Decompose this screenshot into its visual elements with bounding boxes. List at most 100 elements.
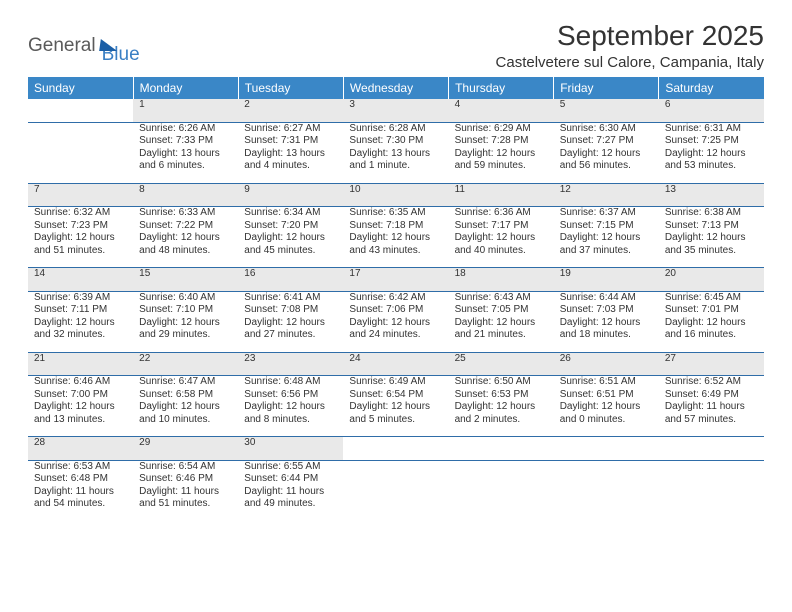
sunrise-text: Sunrise: 6:43 AM xyxy=(455,292,548,305)
day-number: 4 xyxy=(449,99,554,122)
day-number: 26 xyxy=(554,352,659,376)
day-number xyxy=(554,437,659,461)
sunset-text: Sunset: 6:44 PM xyxy=(244,473,337,486)
detail-row: Sunrise: 6:46 AMSunset: 7:00 PMDaylight:… xyxy=(28,376,764,437)
sunset-text: Sunset: 7:28 PM xyxy=(455,135,548,148)
calendar-body: 123456Sunrise: 6:26 AMSunset: 7:33 PMDay… xyxy=(28,99,764,521)
day-cell: Sunrise: 6:26 AMSunset: 7:33 PMDaylight:… xyxy=(133,122,238,183)
detail-row: Sunrise: 6:53 AMSunset: 6:48 PMDaylight:… xyxy=(28,460,764,521)
daylight-text: Daylight: 12 hours and 21 minutes. xyxy=(455,317,548,342)
day-number xyxy=(343,437,448,461)
day-number: 24 xyxy=(343,352,448,376)
sunset-text: Sunset: 7:33 PM xyxy=(139,135,232,148)
daynum-row: 123456 xyxy=(28,99,764,122)
page-title: September 2025 xyxy=(496,20,764,52)
daylight-text: Daylight: 12 hours and 37 minutes. xyxy=(560,232,653,257)
sunrise-text: Sunrise: 6:36 AM xyxy=(455,207,548,220)
day-number: 22 xyxy=(133,352,238,376)
day-number: 12 xyxy=(554,183,659,207)
sunset-text: Sunset: 7:03 PM xyxy=(560,304,653,317)
sunset-text: Sunset: 6:53 PM xyxy=(455,389,548,402)
brand-logo: General Blue xyxy=(28,20,140,66)
sunrise-text: Sunrise: 6:35 AM xyxy=(349,207,442,220)
detail-row: Sunrise: 6:26 AMSunset: 7:33 PMDaylight:… xyxy=(28,122,764,183)
day-cell: Sunrise: 6:51 AMSunset: 6:51 PMDaylight:… xyxy=(554,376,659,437)
daylight-text: Daylight: 12 hours and 59 minutes. xyxy=(455,148,548,173)
sunset-text: Sunset: 7:31 PM xyxy=(244,135,337,148)
day-number: 1 xyxy=(133,99,238,122)
day-number: 21 xyxy=(28,352,133,376)
sunrise-text: Sunrise: 6:40 AM xyxy=(139,292,232,305)
sunset-text: Sunset: 6:54 PM xyxy=(349,389,442,402)
day-number: 17 xyxy=(343,268,448,292)
sunrise-text: Sunrise: 6:49 AM xyxy=(349,376,442,389)
day-cell: Sunrise: 6:32 AMSunset: 7:23 PMDaylight:… xyxy=(28,207,133,268)
day-cell xyxy=(28,122,133,183)
sunset-text: Sunset: 7:05 PM xyxy=(455,304,548,317)
col-monday: Monday xyxy=(133,77,238,99)
day-number: 10 xyxy=(343,183,448,207)
sunset-text: Sunset: 7:08 PM xyxy=(244,304,337,317)
day-number: 29 xyxy=(133,437,238,461)
header: General Blue September 2025 Castelvetere… xyxy=(28,20,764,71)
day-cell: Sunrise: 6:38 AMSunset: 7:13 PMDaylight:… xyxy=(659,207,764,268)
col-tuesday: Tuesday xyxy=(238,77,343,99)
title-block: September 2025 Castelvetere sul Calore, … xyxy=(496,20,764,71)
day-cell: Sunrise: 6:34 AMSunset: 7:20 PMDaylight:… xyxy=(238,207,343,268)
day-cell: Sunrise: 6:41 AMSunset: 7:08 PMDaylight:… xyxy=(238,291,343,352)
calendar-table: Sunday Monday Tuesday Wednesday Thursday… xyxy=(28,77,764,521)
sunset-text: Sunset: 7:18 PM xyxy=(349,220,442,233)
daylight-text: Daylight: 12 hours and 5 minutes. xyxy=(349,401,442,426)
sunset-text: Sunset: 7:13 PM xyxy=(665,220,758,233)
daynum-row: 282930 xyxy=(28,437,764,461)
sunrise-text: Sunrise: 6:47 AM xyxy=(139,376,232,389)
sunset-text: Sunset: 7:25 PM xyxy=(665,135,758,148)
sunrise-text: Sunrise: 6:29 AM xyxy=(455,123,548,136)
day-cell: Sunrise: 6:33 AMSunset: 7:22 PMDaylight:… xyxy=(133,207,238,268)
sunrise-text: Sunrise: 6:53 AM xyxy=(34,461,127,474)
page-subtitle: Castelvetere sul Calore, Campania, Italy xyxy=(496,54,764,71)
day-number: 20 xyxy=(659,268,764,292)
sunrise-text: Sunrise: 6:30 AM xyxy=(560,123,653,136)
weekday-header-row: Sunday Monday Tuesday Wednesday Thursday… xyxy=(28,77,764,99)
day-number: 5 xyxy=(554,99,659,122)
daynum-row: 14151617181920 xyxy=(28,268,764,292)
sunrise-text: Sunrise: 6:42 AM xyxy=(349,292,442,305)
daynum-row: 78910111213 xyxy=(28,183,764,207)
sunrise-text: Sunrise: 6:27 AM xyxy=(244,123,337,136)
day-cell: Sunrise: 6:48 AMSunset: 6:56 PMDaylight:… xyxy=(238,376,343,437)
day-number: 13 xyxy=(659,183,764,207)
sunrise-text: Sunrise: 6:51 AM xyxy=(560,376,653,389)
daylight-text: Daylight: 11 hours and 54 minutes. xyxy=(34,486,127,511)
day-cell: Sunrise: 6:42 AMSunset: 7:06 PMDaylight:… xyxy=(343,291,448,352)
sunset-text: Sunset: 7:30 PM xyxy=(349,135,442,148)
sunrise-text: Sunrise: 6:44 AM xyxy=(560,292,653,305)
day-cell xyxy=(449,460,554,521)
sunrise-text: Sunrise: 6:33 AM xyxy=(139,207,232,220)
day-number: 8 xyxy=(133,183,238,207)
day-number: 15 xyxy=(133,268,238,292)
daylight-text: Daylight: 12 hours and 24 minutes. xyxy=(349,317,442,342)
day-number: 18 xyxy=(449,268,554,292)
sunset-text: Sunset: 7:27 PM xyxy=(560,135,653,148)
sunrise-text: Sunrise: 6:41 AM xyxy=(244,292,337,305)
day-cell: Sunrise: 6:43 AMSunset: 7:05 PMDaylight:… xyxy=(449,291,554,352)
daylight-text: Daylight: 11 hours and 57 minutes. xyxy=(665,401,758,426)
day-number: 25 xyxy=(449,352,554,376)
daylight-text: Daylight: 12 hours and 32 minutes. xyxy=(34,317,127,342)
day-cell: Sunrise: 6:54 AMSunset: 6:46 PMDaylight:… xyxy=(133,460,238,521)
day-number: 27 xyxy=(659,352,764,376)
sunset-text: Sunset: 7:20 PM xyxy=(244,220,337,233)
day-number: 2 xyxy=(238,99,343,122)
daynum-row: 21222324252627 xyxy=(28,352,764,376)
daylight-text: Daylight: 11 hours and 51 minutes. xyxy=(139,486,232,511)
daylight-text: Daylight: 12 hours and 13 minutes. xyxy=(34,401,127,426)
day-cell: Sunrise: 6:53 AMSunset: 6:48 PMDaylight:… xyxy=(28,460,133,521)
calendar-page: General Blue September 2025 Castelvetere… xyxy=(0,0,792,541)
sunset-text: Sunset: 7:01 PM xyxy=(665,304,758,317)
sunset-text: Sunset: 7:17 PM xyxy=(455,220,548,233)
brand-triangle-icon xyxy=(99,39,119,51)
day-number: 30 xyxy=(238,437,343,461)
daylight-text: Daylight: 12 hours and 0 minutes. xyxy=(560,401,653,426)
sunset-text: Sunset: 6:51 PM xyxy=(560,389,653,402)
